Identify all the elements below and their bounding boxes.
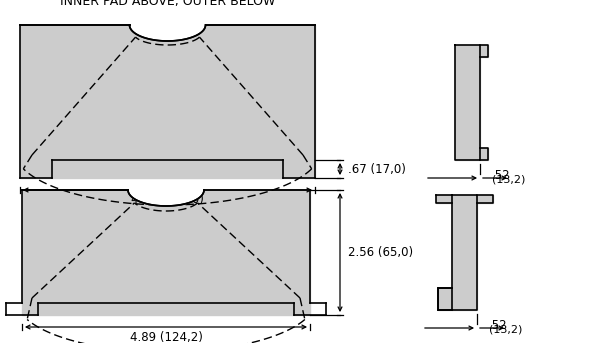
- Polygon shape: [22, 190, 310, 315]
- Polygon shape: [20, 25, 315, 178]
- Polygon shape: [480, 148, 488, 160]
- Polygon shape: [436, 195, 452, 203]
- Text: .67 (17,0): .67 (17,0): [348, 163, 406, 176]
- Text: .52: .52: [489, 319, 508, 332]
- Text: INNER PAD ABOVE, OUTER BELOW: INNER PAD ABOVE, OUTER BELOW: [60, 0, 275, 8]
- Text: 4.89 (124,2): 4.89 (124,2): [130, 331, 202, 343]
- Text: 2.56 (65,0): 2.56 (65,0): [348, 246, 413, 259]
- Polygon shape: [438, 288, 452, 310]
- Text: 4.96 (126,0): 4.96 (126,0): [131, 193, 204, 206]
- Polygon shape: [477, 195, 493, 203]
- Polygon shape: [480, 45, 488, 57]
- Polygon shape: [128, 190, 204, 206]
- Text: (13,2): (13,2): [492, 174, 526, 184]
- Polygon shape: [130, 25, 205, 41]
- Text: .52: .52: [492, 169, 511, 182]
- Polygon shape: [452, 195, 477, 310]
- Polygon shape: [455, 45, 480, 160]
- Text: (13,2): (13,2): [489, 324, 523, 334]
